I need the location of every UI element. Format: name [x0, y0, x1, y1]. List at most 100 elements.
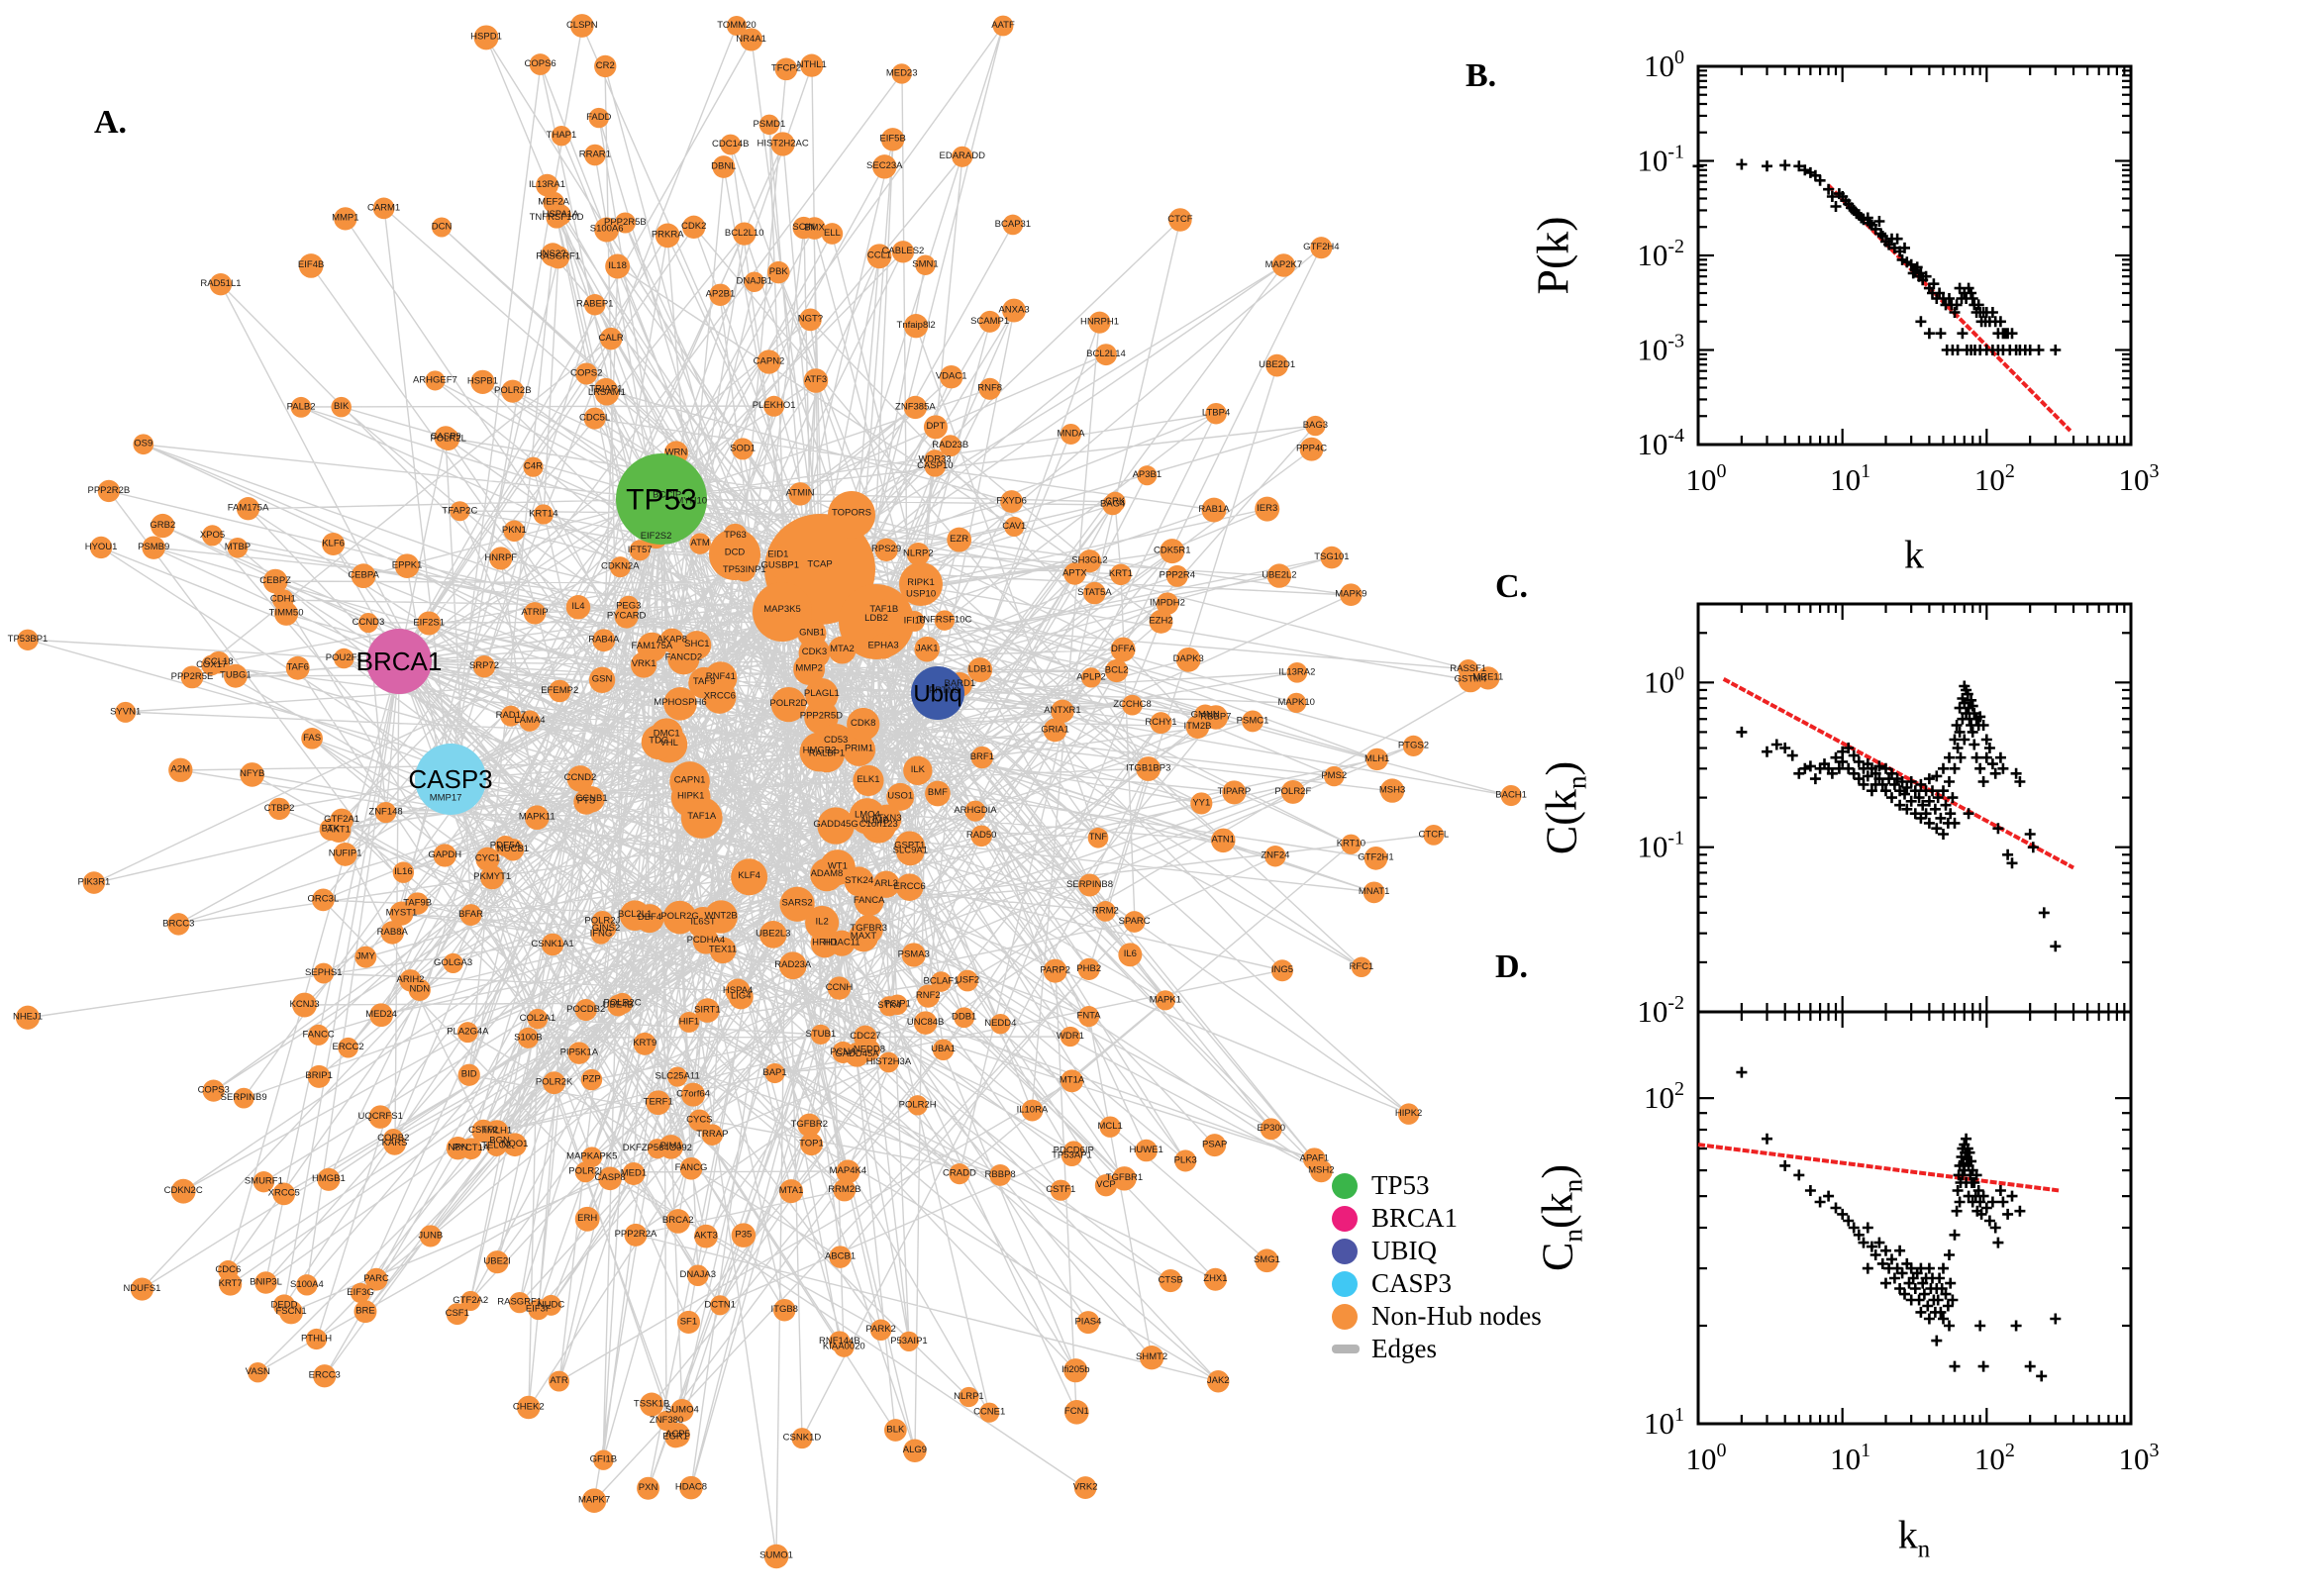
network-node	[473, 25, 499, 50]
network-node	[903, 395, 928, 420]
network-node	[1112, 1166, 1137, 1191]
node-label: BFAR	[458, 909, 483, 920]
network-node	[313, 962, 335, 984]
node-label: TERF1	[644, 1096, 673, 1107]
node-label: S100A4	[290, 1279, 324, 1290]
node-label: TEX11	[709, 944, 737, 954]
network-node	[417, 611, 442, 636]
node-label: IL6ST	[690, 916, 716, 927]
node-label: KRT9	[633, 1038, 656, 1048]
network-node	[630, 651, 657, 678]
node-label: CCND3	[353, 617, 385, 628]
network-node	[524, 805, 550, 831]
network-node	[501, 379, 525, 403]
node-label: SMN1	[912, 259, 938, 270]
network-node	[764, 1062, 785, 1084]
node-label: ANXA3	[998, 304, 1029, 315]
network-node	[588, 666, 616, 693]
node-label: CDC6	[215, 1264, 241, 1275]
node-label: POLR2I	[568, 1166, 602, 1177]
node-label: JAK2	[1207, 1375, 1230, 1386]
node-label: SLC9A1	[893, 845, 928, 855]
node-label: RAB1A	[1198, 504, 1230, 515]
network-node	[925, 780, 951, 807]
network-node	[637, 1476, 660, 1500]
node-label: SYVN1	[110, 706, 141, 717]
network-node	[664, 1426, 686, 1448]
node-label: HYOU1	[85, 542, 118, 552]
node-label: S100A6	[590, 224, 624, 235]
node-label: RAD23A	[774, 959, 812, 970]
node-label: ALG9	[903, 1445, 927, 1455]
network-node	[990, 1013, 1011, 1035]
node-label: PARC	[363, 1273, 389, 1284]
node-label: BAG3	[1303, 420, 1328, 431]
node-label: AP2B1	[706, 289, 736, 300]
node-label: PSAP	[1202, 1139, 1227, 1149]
network-node	[833, 1178, 857, 1202]
network-node	[1286, 692, 1307, 713]
network-node	[913, 1011, 938, 1035]
node-label: FCN1	[1064, 1406, 1089, 1417]
node-label: GFI1B	[590, 1454, 617, 1465]
network-node	[847, 707, 880, 742]
network-node	[924, 455, 947, 477]
node-label: HSPA4	[723, 985, 753, 996]
node-label: CAV1	[1002, 521, 1026, 532]
node-label: CRADD	[943, 1168, 976, 1179]
network-node	[1021, 1099, 1044, 1122]
network-node	[1077, 957, 1100, 980]
node-label: GAPDH	[428, 849, 461, 860]
network-node	[372, 197, 395, 220]
legend-node-swatch	[1332, 1270, 1358, 1297]
node-label: CHEK2	[513, 1401, 545, 1412]
network-node	[682, 631, 712, 660]
node-label: SMG1	[1254, 1254, 1280, 1265]
network-node	[489, 547, 513, 570]
node-label: ILK	[911, 764, 926, 775]
node-label: RNF2	[916, 990, 941, 1001]
network-node	[957, 969, 978, 992]
node-label: TIMM50	[269, 608, 304, 619]
network-node	[872, 154, 897, 179]
network-node	[712, 155, 736, 178]
network-node	[1002, 298, 1027, 323]
network-node	[915, 254, 936, 275]
node-label: BMF	[928, 787, 948, 798]
network-node	[218, 1259, 239, 1281]
node-label: PTHLH	[301, 1333, 332, 1344]
network-node	[910, 583, 932, 606]
node-label: PIK3R1	[77, 876, 110, 887]
network-node	[1149, 609, 1173, 634]
node-label: EID1	[767, 549, 788, 560]
network-node	[725, 978, 751, 1004]
node-label: MLH1	[1364, 753, 1389, 764]
network-node	[543, 1071, 566, 1095]
node-label: SEC23A	[866, 160, 903, 171]
axis-title-segment: n	[1917, 1536, 1931, 1563]
node-label: RPS29	[871, 544, 901, 554]
network-node	[774, 57, 798, 81]
node-label: CDK8	[851, 718, 875, 729]
tick-label: 101	[1644, 1404, 1684, 1441]
node-label: CSNK1D	[783, 1433, 822, 1444]
network-node	[641, 724, 676, 760]
tick-label: 102	[1974, 460, 2015, 497]
network-node	[891, 241, 915, 263]
network-node	[1051, 699, 1074, 724]
node-label: PSMA3	[898, 948, 930, 959]
node-label: PTS	[577, 796, 595, 807]
network-node	[1159, 1269, 1182, 1293]
network-node	[1122, 694, 1143, 716]
network-node	[1423, 824, 1445, 846]
network-node	[866, 244, 892, 269]
node-label: PDE5A	[490, 840, 522, 850]
network-node	[485, 1250, 509, 1274]
network-node	[647, 1139, 667, 1159]
network-node	[296, 1274, 318, 1296]
node-label: HRH1	[812, 937, 838, 948]
network-node	[614, 212, 636, 234]
node-label: IL13RA1	[529, 179, 565, 190]
node-label: POLR2K	[536, 1077, 573, 1088]
